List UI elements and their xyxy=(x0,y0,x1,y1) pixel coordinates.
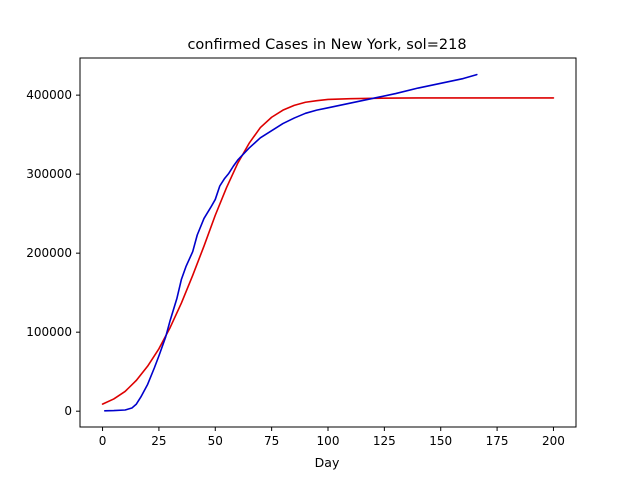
series-line-1 xyxy=(101,97,555,405)
y-axis: 0 100000 200000 300000 400000 xyxy=(26,88,80,418)
x-tick-label: 0 xyxy=(99,434,107,448)
x-tick-label: 75 xyxy=(264,434,279,448)
x-tick-label: 150 xyxy=(429,434,452,448)
x-tick-label: 175 xyxy=(486,434,509,448)
x-tick-label: 50 xyxy=(208,434,223,448)
y-tick-label: 400000 xyxy=(26,88,72,102)
x-tick-label: 200 xyxy=(542,434,565,448)
axes-frame xyxy=(79,57,577,428)
x-tick-label: 100 xyxy=(317,434,340,448)
x-tick-label: 125 xyxy=(373,434,396,448)
y-tick-label: 100000 xyxy=(26,325,72,339)
series-layer xyxy=(101,73,555,412)
x-tick-label: 25 xyxy=(151,434,166,448)
x-axis-label: Day xyxy=(315,455,340,470)
y-tick-label: 300000 xyxy=(26,167,72,181)
y-tick-label: 0 xyxy=(64,404,72,418)
x-axis: 0 25 50 75 100 125 150 175 200 xyxy=(99,427,565,448)
series-line-2 xyxy=(104,73,478,412)
y-tick-label: 200000 xyxy=(26,246,72,260)
chart-title: confirmed Cases in New York, sol=218 xyxy=(187,37,466,53)
